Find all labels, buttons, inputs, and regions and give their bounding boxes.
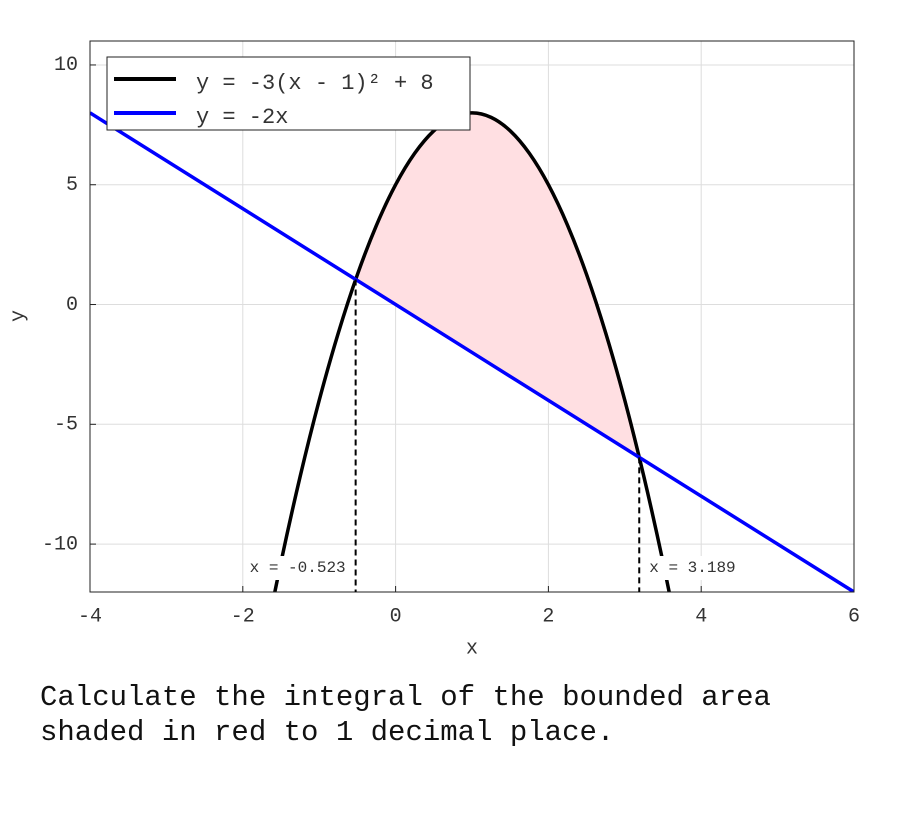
plot-frame [89, 40, 855, 593]
question-text: Calculate the integral of the bounded ar… [40, 681, 771, 749]
y-tick-label: -10 [42, 533, 78, 556]
y-tick-label: 0 [66, 294, 78, 317]
y-tick-label: -5 [54, 414, 78, 437]
x-tick-label: 6 [848, 605, 860, 628]
annotation-label: x = 3.189 [649, 559, 735, 577]
x-tick-label: 2 [542, 605, 554, 628]
legend: y = -3(x - 1)² + 8 y = -2x [106, 56, 471, 131]
legend-box [106, 56, 471, 131]
x-tick-label: 4 [695, 605, 707, 628]
legend-label: y = -2x [196, 105, 288, 130]
annotation-bg [645, 556, 740, 580]
x-tick-label: -2 [231, 605, 255, 628]
annotation-bg [245, 556, 350, 580]
y-tick-label: 5 [66, 174, 78, 197]
y-tick-label: 10 [54, 54, 78, 77]
chart: x y y = -3(x - 1)² + 8 y = -2x -4 -2 0 2 4 6 -1… [7, 40, 860, 660]
annotation-label: x = -0.523 [250, 559, 346, 577]
series-line [90, 111, 854, 592]
legend-label: y = -3(x - 1)² + 8 [196, 71, 434, 96]
x-tick-label: 0 [390, 605, 402, 628]
x-tick-label: -4 [78, 605, 102, 628]
series-line [273, 111, 671, 592]
y-axis-label: y [7, 310, 30, 322]
x-axis-label: x [466, 637, 478, 660]
